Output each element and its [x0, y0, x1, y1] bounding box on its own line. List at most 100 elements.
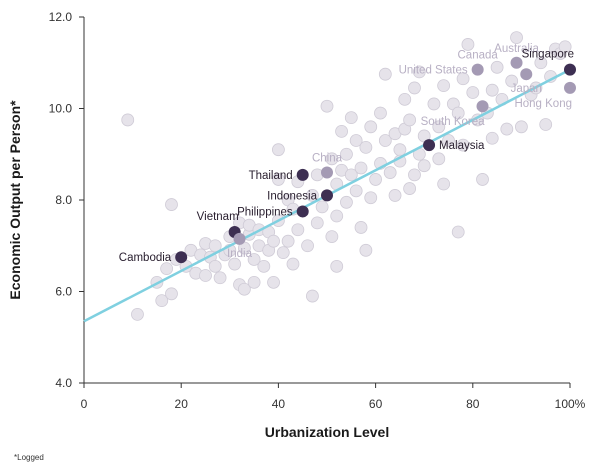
data-point [213, 271, 227, 285]
data-point [403, 113, 417, 127]
data-point [344, 111, 358, 125]
x-tick-label: 20 [175, 397, 189, 411]
x-tick-label: 0 [81, 397, 88, 411]
data-point [340, 147, 353, 161]
data-point [257, 259, 271, 273]
data-point [131, 307, 144, 321]
label-indonesia: Indonesia [267, 190, 317, 202]
x-tick-label: 80 [466, 397, 480, 411]
y-tick-label: 8.0 [55, 193, 72, 207]
data-point [374, 106, 387, 120]
data-point [442, 134, 455, 147]
data-point [451, 106, 465, 120]
data-point [267, 275, 280, 289]
data-point [330, 209, 344, 223]
data-point [306, 189, 319, 202]
data-point [412, 65, 426, 79]
data-point [354, 161, 368, 175]
data-point [364, 120, 378, 134]
data-point [199, 269, 212, 282]
y-tick-label: 12.0 [49, 10, 73, 24]
labeled-points [175, 56, 576, 264]
data-point [267, 234, 280, 248]
label-cambodia: Cambodia [119, 252, 172, 264]
data-point [247, 253, 261, 266]
point-singapore [564, 63, 576, 76]
data-point [354, 221, 368, 234]
point-malaysia [423, 139, 436, 152]
data-point [335, 124, 348, 138]
label-malaysia: Malaysia [439, 140, 485, 152]
data-point [558, 40, 572, 54]
label-india: India [227, 248, 253, 260]
y-tick-label: 10.0 [49, 102, 73, 116]
y-axis-title: Economic Output per Person* [7, 100, 23, 300]
data-point [383, 166, 397, 179]
axes: 4.0 6.0 8.0 10.0 12.0 0 20 40 60 80 100% [49, 10, 586, 411]
label-canada: Canada [458, 50, 499, 62]
data-point [427, 97, 441, 111]
data-point [466, 86, 480, 99]
data-point [364, 191, 378, 205]
footnote: *Logged [14, 453, 44, 462]
data-point [271, 143, 285, 157]
data-point [349, 184, 363, 198]
data-point [247, 275, 261, 289]
data-point [359, 140, 373, 154]
label-vietnam: Vietnam [197, 211, 239, 223]
data-point [344, 168, 358, 182]
data-point [281, 234, 295, 248]
data-point [485, 83, 499, 97]
data-point [451, 225, 465, 239]
data-point [437, 177, 451, 191]
data-point [155, 294, 169, 308]
point-india [233, 232, 246, 245]
data-point [165, 287, 178, 301]
data-point [485, 131, 499, 145]
y-tick-label: 6.0 [55, 285, 72, 299]
point-thailand [296, 168, 309, 181]
data-point [271, 173, 285, 186]
data-point [291, 223, 305, 237]
label-japan: Japan [511, 83, 542, 95]
data-point [310, 216, 324, 230]
point-united-states [471, 63, 484, 76]
background-points [121, 31, 572, 321]
label-united-states: United States [399, 65, 468, 77]
data-point [490, 60, 504, 74]
label-thailand: Thailand [249, 170, 293, 182]
data-point [534, 56, 548, 70]
data-point [456, 72, 470, 86]
data-point [349, 134, 363, 147]
data-point [340, 195, 353, 209]
data-point [369, 173, 383, 186]
data-point [408, 168, 421, 182]
data-point [160, 262, 174, 276]
data-point [325, 152, 339, 166]
label-singapore: Singapore [522, 49, 574, 61]
point-philippines [296, 205, 309, 218]
data-point [505, 74, 519, 88]
data-point [378, 67, 392, 81]
data-point [121, 113, 135, 127]
data-point [276, 246, 290, 260]
data-point [500, 122, 514, 136]
data-point [403, 182, 417, 195]
point-indonesia [321, 189, 333, 202]
point-labels: Cambodia Vietnam India Thailand China Philipp… [119, 43, 574, 264]
data-point [515, 120, 528, 134]
data-point [228, 257, 242, 271]
data-point [325, 230, 339, 244]
x-tick-label: 40 [272, 397, 286, 411]
point-cambodia [175, 251, 188, 264]
x-tick-label: 60 [369, 397, 383, 411]
data-point [461, 38, 475, 51]
data-point [417, 159, 431, 173]
data-point [286, 257, 300, 271]
label-china: China [312, 153, 343, 165]
data-point [393, 143, 407, 157]
data-point [378, 134, 392, 147]
data-point [315, 200, 329, 214]
y-tick-label: 4.0 [55, 376, 72, 390]
